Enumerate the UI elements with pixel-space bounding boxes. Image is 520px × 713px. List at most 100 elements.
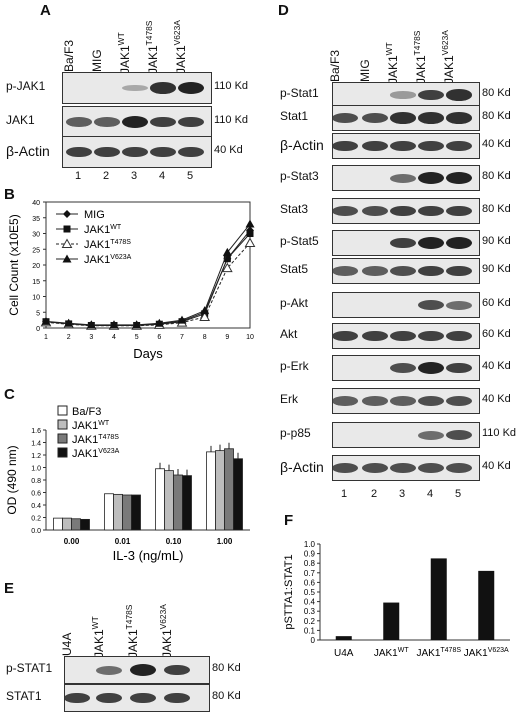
x-tick-label: 1 xyxy=(44,334,48,341)
legend-entry: Ba/F3 xyxy=(72,406,101,418)
blot-band xyxy=(418,299,444,311)
lane-label: JAK1T478S xyxy=(412,30,428,84)
blot-band xyxy=(122,84,148,92)
x-tick-label: 6 xyxy=(157,334,161,341)
blot-band xyxy=(390,112,416,124)
data-point xyxy=(221,262,233,273)
blot-band xyxy=(418,330,444,342)
y-tick-label: 0 xyxy=(311,636,316,645)
legend-entry: JAK1T478S xyxy=(84,239,131,251)
blot-band xyxy=(446,89,472,101)
x-tick-label: 9 xyxy=(225,334,229,341)
blot-strip xyxy=(64,656,210,684)
lane-label: JAK1T478S xyxy=(124,604,140,658)
molecular-weight-label: 60 Kd xyxy=(482,328,511,340)
lane-number: 2 xyxy=(371,488,378,500)
x-tick-label: 0.01 xyxy=(115,537,131,546)
blot-row-label: Stat3 xyxy=(280,202,309,216)
data-point xyxy=(62,254,72,263)
y-tick-label: 0.7 xyxy=(304,569,316,578)
data-point xyxy=(199,311,211,321)
x-tick-label: JAK1V623A xyxy=(464,647,509,659)
ratio-bar-chart: 00.10.20.30.40.50.60.70.80.91.0 U4A JAK1WT… xyxy=(283,540,510,659)
lane-label: JAK1WT xyxy=(116,32,132,74)
lane-label: JAK1V623A xyxy=(158,604,174,658)
blot-strip xyxy=(332,323,480,349)
blot-band xyxy=(446,112,472,124)
y-tick-label: 0.6 xyxy=(304,578,316,587)
y-tick-label: 15 xyxy=(32,279,40,286)
blot-strip xyxy=(62,136,212,168)
molecular-weight-label: 110 Kd xyxy=(214,114,249,126)
blot-band xyxy=(333,396,358,406)
blot-strip xyxy=(62,72,212,104)
lane-label: MIG xyxy=(90,49,104,72)
y-tick-label: 0.0 xyxy=(31,528,41,535)
data-point xyxy=(245,219,255,228)
blot-band xyxy=(96,665,122,675)
blot-row-label: p-Stat5 xyxy=(280,234,319,248)
plot-frame xyxy=(45,201,251,329)
blot-row-label: p-Akt xyxy=(280,296,309,310)
molecular-weight-label: 90 Kd xyxy=(482,235,511,247)
blot-row-label: JAK1 xyxy=(6,113,35,127)
blot-row-label: p-JAK1 xyxy=(6,79,46,93)
y-tick-label: 1.6 xyxy=(31,428,41,435)
x-tick-label: 3 xyxy=(89,334,93,341)
lane-label: Ba/F3 xyxy=(62,39,76,72)
lane-number: 1 xyxy=(75,170,82,182)
data-point xyxy=(200,306,210,315)
y-tick-label: 0.8 xyxy=(304,559,316,568)
blot-row-label: p-Erk xyxy=(280,359,309,373)
bar xyxy=(155,468,165,531)
blot-band xyxy=(362,396,388,406)
blot-band xyxy=(418,430,444,440)
legend-entry: MIG xyxy=(84,209,105,221)
y-axis-label: OD (490 nm) xyxy=(5,445,19,514)
blot-band xyxy=(65,692,90,704)
blot-band xyxy=(333,112,358,124)
panel-label-b: B xyxy=(4,186,15,203)
data-point xyxy=(244,237,256,247)
blot-band xyxy=(390,330,416,342)
y-axis-label: Cell Count (x10E5) xyxy=(7,214,21,315)
data-point xyxy=(41,316,51,325)
blot-strip xyxy=(332,292,480,318)
lane-label: JAK1V623A xyxy=(172,20,188,74)
y-tick-label: 5 xyxy=(36,310,40,317)
bar xyxy=(215,450,225,531)
blot-band xyxy=(446,462,472,474)
y-tick-label: 0 xyxy=(36,326,40,333)
lane-label: JAK1WT xyxy=(90,616,106,658)
y-tick-label: 0.6 xyxy=(31,491,41,498)
bar xyxy=(383,602,400,640)
blot-row-label: p-STAT1 xyxy=(6,661,53,675)
blot-strip xyxy=(332,455,480,481)
bar xyxy=(233,458,243,531)
blot-band xyxy=(418,140,444,152)
x-tick-label: 2 xyxy=(67,334,71,341)
molecular-weight-label: 40 Kd xyxy=(214,144,243,156)
x-tick-label: 7 xyxy=(180,334,184,341)
blot-band xyxy=(446,237,472,249)
data-point xyxy=(86,320,96,329)
molecular-weight-label: 90 Kd xyxy=(482,263,511,275)
lane-label: JAK1WT xyxy=(384,42,400,84)
blot-row-label: Stat1 xyxy=(280,109,309,123)
blot-band xyxy=(333,266,358,276)
blot-band xyxy=(418,462,444,474)
legend-swatch xyxy=(57,405,68,416)
blot-row-label: Stat5 xyxy=(280,262,309,276)
molecular-weight-label: 80 Kd xyxy=(482,203,511,215)
data-point xyxy=(61,238,73,248)
blot-band xyxy=(362,140,388,152)
blot-band xyxy=(150,146,176,158)
blot-band xyxy=(333,205,358,217)
bar xyxy=(71,518,81,531)
panel-label-f: F xyxy=(284,512,294,529)
panel-label-d: D xyxy=(278,2,289,19)
blot-strip xyxy=(332,133,480,159)
y-tick-label: 1.4 xyxy=(31,441,41,448)
blot-strip xyxy=(332,258,480,284)
bar xyxy=(131,494,141,531)
